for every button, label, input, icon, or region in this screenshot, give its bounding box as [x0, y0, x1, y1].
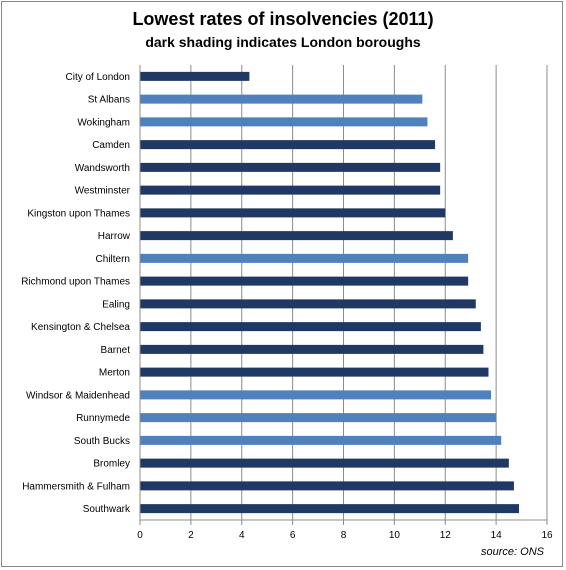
- x-tick-label-14: 14: [491, 530, 503, 541]
- bar-2: [140, 117, 428, 127]
- chart-subtitle: dark shading indicates London boroughs: [145, 34, 421, 50]
- x-tick-label-0: 0: [137, 530, 143, 541]
- category-label-1: St Albans: [88, 95, 130, 106]
- category-label-13: Merton: [99, 368, 130, 379]
- bar-11: [140, 322, 481, 332]
- category-label-9: Richmond upon Thames: [21, 277, 130, 288]
- bar-0: [140, 71, 250, 81]
- bar-4: [140, 162, 441, 172]
- x-tick-label-8: 8: [341, 530, 347, 541]
- x-tick-label-10: 10: [389, 530, 401, 541]
- bar-13: [140, 367, 489, 377]
- x-tick-label-6: 6: [290, 530, 296, 541]
- bar-12: [140, 344, 484, 354]
- bar-16: [140, 435, 502, 445]
- category-label-17: Bromley: [93, 459, 130, 470]
- bar-8: [140, 253, 469, 263]
- category-label-12: Barnet: [101, 345, 131, 356]
- category-label-6: Kingston upon Thames: [27, 208, 130, 219]
- category-label-0: City of London: [66, 72, 131, 83]
- bars: [140, 71, 520, 514]
- gridlines: [139, 65, 548, 520]
- category-label-11: Kensington & Chelsea: [31, 322, 130, 333]
- x-tick-label-12: 12: [440, 530, 452, 541]
- bar-19: [140, 504, 520, 514]
- category-label-14: Windsor & Maidenhead: [26, 390, 130, 401]
- bar-6: [140, 208, 446, 218]
- x-tick-label-2: 2: [188, 530, 194, 541]
- category-label-5: Westminster: [75, 186, 131, 197]
- category-label-18: Hammersmith & Fulham: [22, 481, 130, 492]
- category-label-4: Wandsworth: [75, 163, 130, 174]
- source-note: source: ONS: [481, 546, 544, 558]
- bar-3: [140, 140, 436, 150]
- bar-7: [140, 231, 453, 241]
- bar-17: [140, 458, 509, 468]
- bar-18: [140, 481, 514, 491]
- bar-1: [140, 94, 423, 104]
- category-label-16: South Bucks: [74, 436, 130, 447]
- category-label-10: Ealing: [102, 299, 130, 310]
- bar-5: [140, 185, 441, 195]
- chart-title: Lowest rates of insolvencies (2011): [132, 9, 434, 29]
- category-labels: City of London St Albans Wokingham Camden Wa…: [21, 72, 131, 515]
- x-axis: 0 2 4 6 8 10 12 14 16: [137, 65, 553, 541]
- category-label-15: Runnymede: [76, 413, 130, 424]
- x-tick-label-16: 16: [541, 530, 553, 541]
- category-label-19: Southwark: [83, 504, 131, 515]
- category-label-8: Chiltern: [96, 254, 130, 265]
- bar-15: [140, 413, 497, 423]
- x-tick-label-4: 4: [239, 530, 245, 541]
- category-label-2: Wokingham: [77, 117, 130, 128]
- category-label-3: Camden: [92, 140, 130, 151]
- category-label-7: Harrow: [98, 231, 131, 242]
- bar-14: [140, 390, 492, 400]
- bar-10: [140, 299, 476, 309]
- bar-9: [140, 276, 469, 286]
